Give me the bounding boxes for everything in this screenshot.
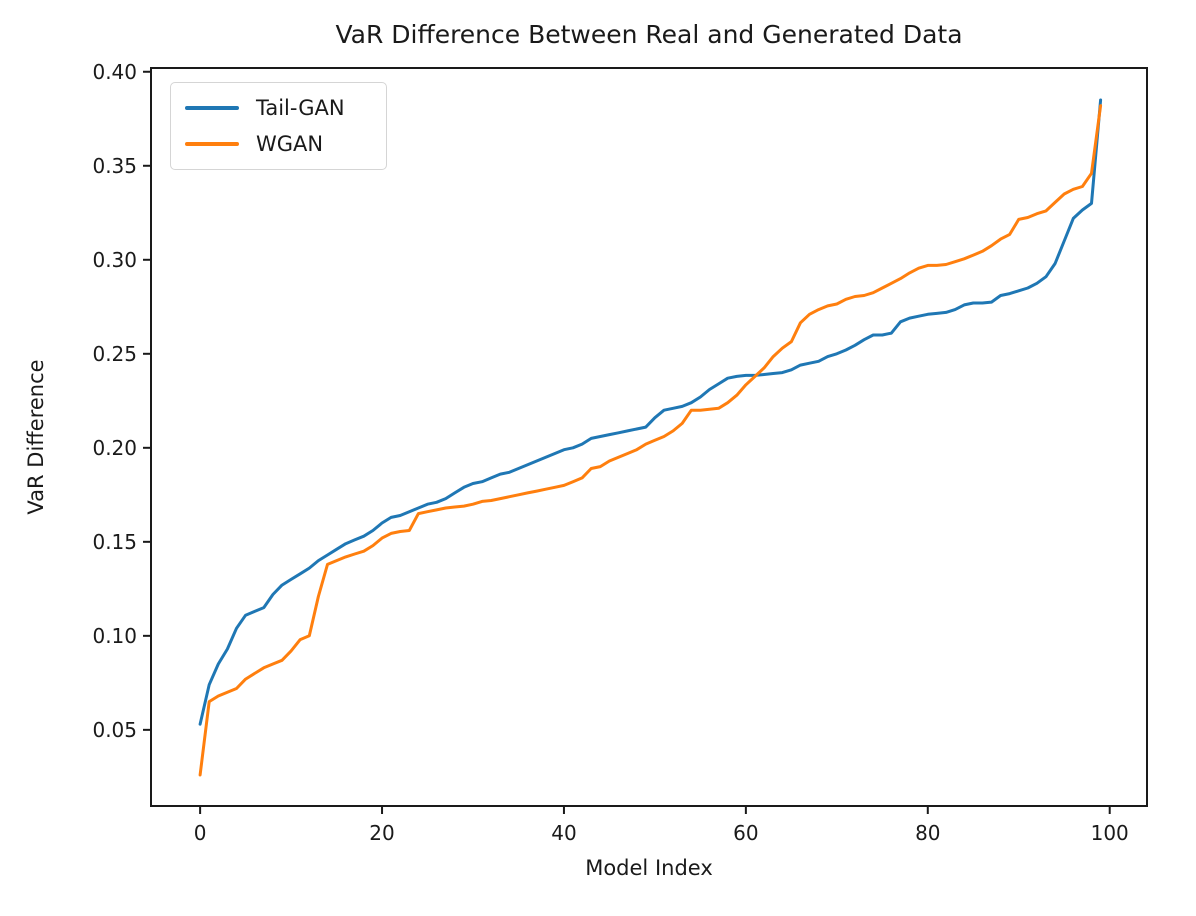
x-axis-ticks: 0 20 40 60 80 100 — [194, 806, 1129, 845]
wgan-legend-line — [185, 142, 239, 147]
y-tick-label: 0.15 — [92, 530, 137, 554]
y-tick-label: 0.05 — [92, 718, 137, 742]
axes-frame — [150, 67, 1148, 807]
x-tick-label: 40 — [551, 821, 576, 845]
tail-gan-legend-label: Tail-GAN — [256, 95, 345, 120]
legend-item-tail-gan: Tail-GAN — [185, 96, 386, 120]
tail-gan-line — [198, 98, 1103, 726]
chart-title: VaR Difference Between Real and Generate… — [335, 20, 963, 49]
x-tick-label: 60 — [733, 821, 758, 845]
y-tick-label: 0.40 — [92, 60, 137, 84]
y-tick-label: 0.35 — [92, 154, 137, 178]
x-tick-label: 0 — [194, 821, 207, 845]
x-tick-label: 80 — [915, 821, 940, 845]
legend: Tail-GAN WGAN — [170, 82, 387, 170]
x-axis-label: Model Index — [585, 856, 713, 880]
x-tick-label: 20 — [369, 821, 394, 845]
y-tick-label: 0.10 — [92, 624, 137, 648]
y-axis-ticks: 0.05 0.10 0.15 0.20 0.25 0.30 0.35 0.40 — [92, 60, 151, 742]
wgan-legend-label: WGAN — [256, 132, 324, 157]
legend-item-wgan: WGAN — [185, 132, 386, 156]
y-axis-label: VaR Difference — [24, 359, 48, 515]
wgan-line — [198, 104, 1103, 777]
y-tick-label: 0.25 — [92, 342, 137, 366]
x-tick-label: 100 — [1091, 821, 1129, 845]
y-tick-label: 0.20 — [92, 436, 137, 460]
tail-gan-legend-line — [185, 105, 239, 110]
y-tick-label: 0.30 — [92, 248, 137, 272]
